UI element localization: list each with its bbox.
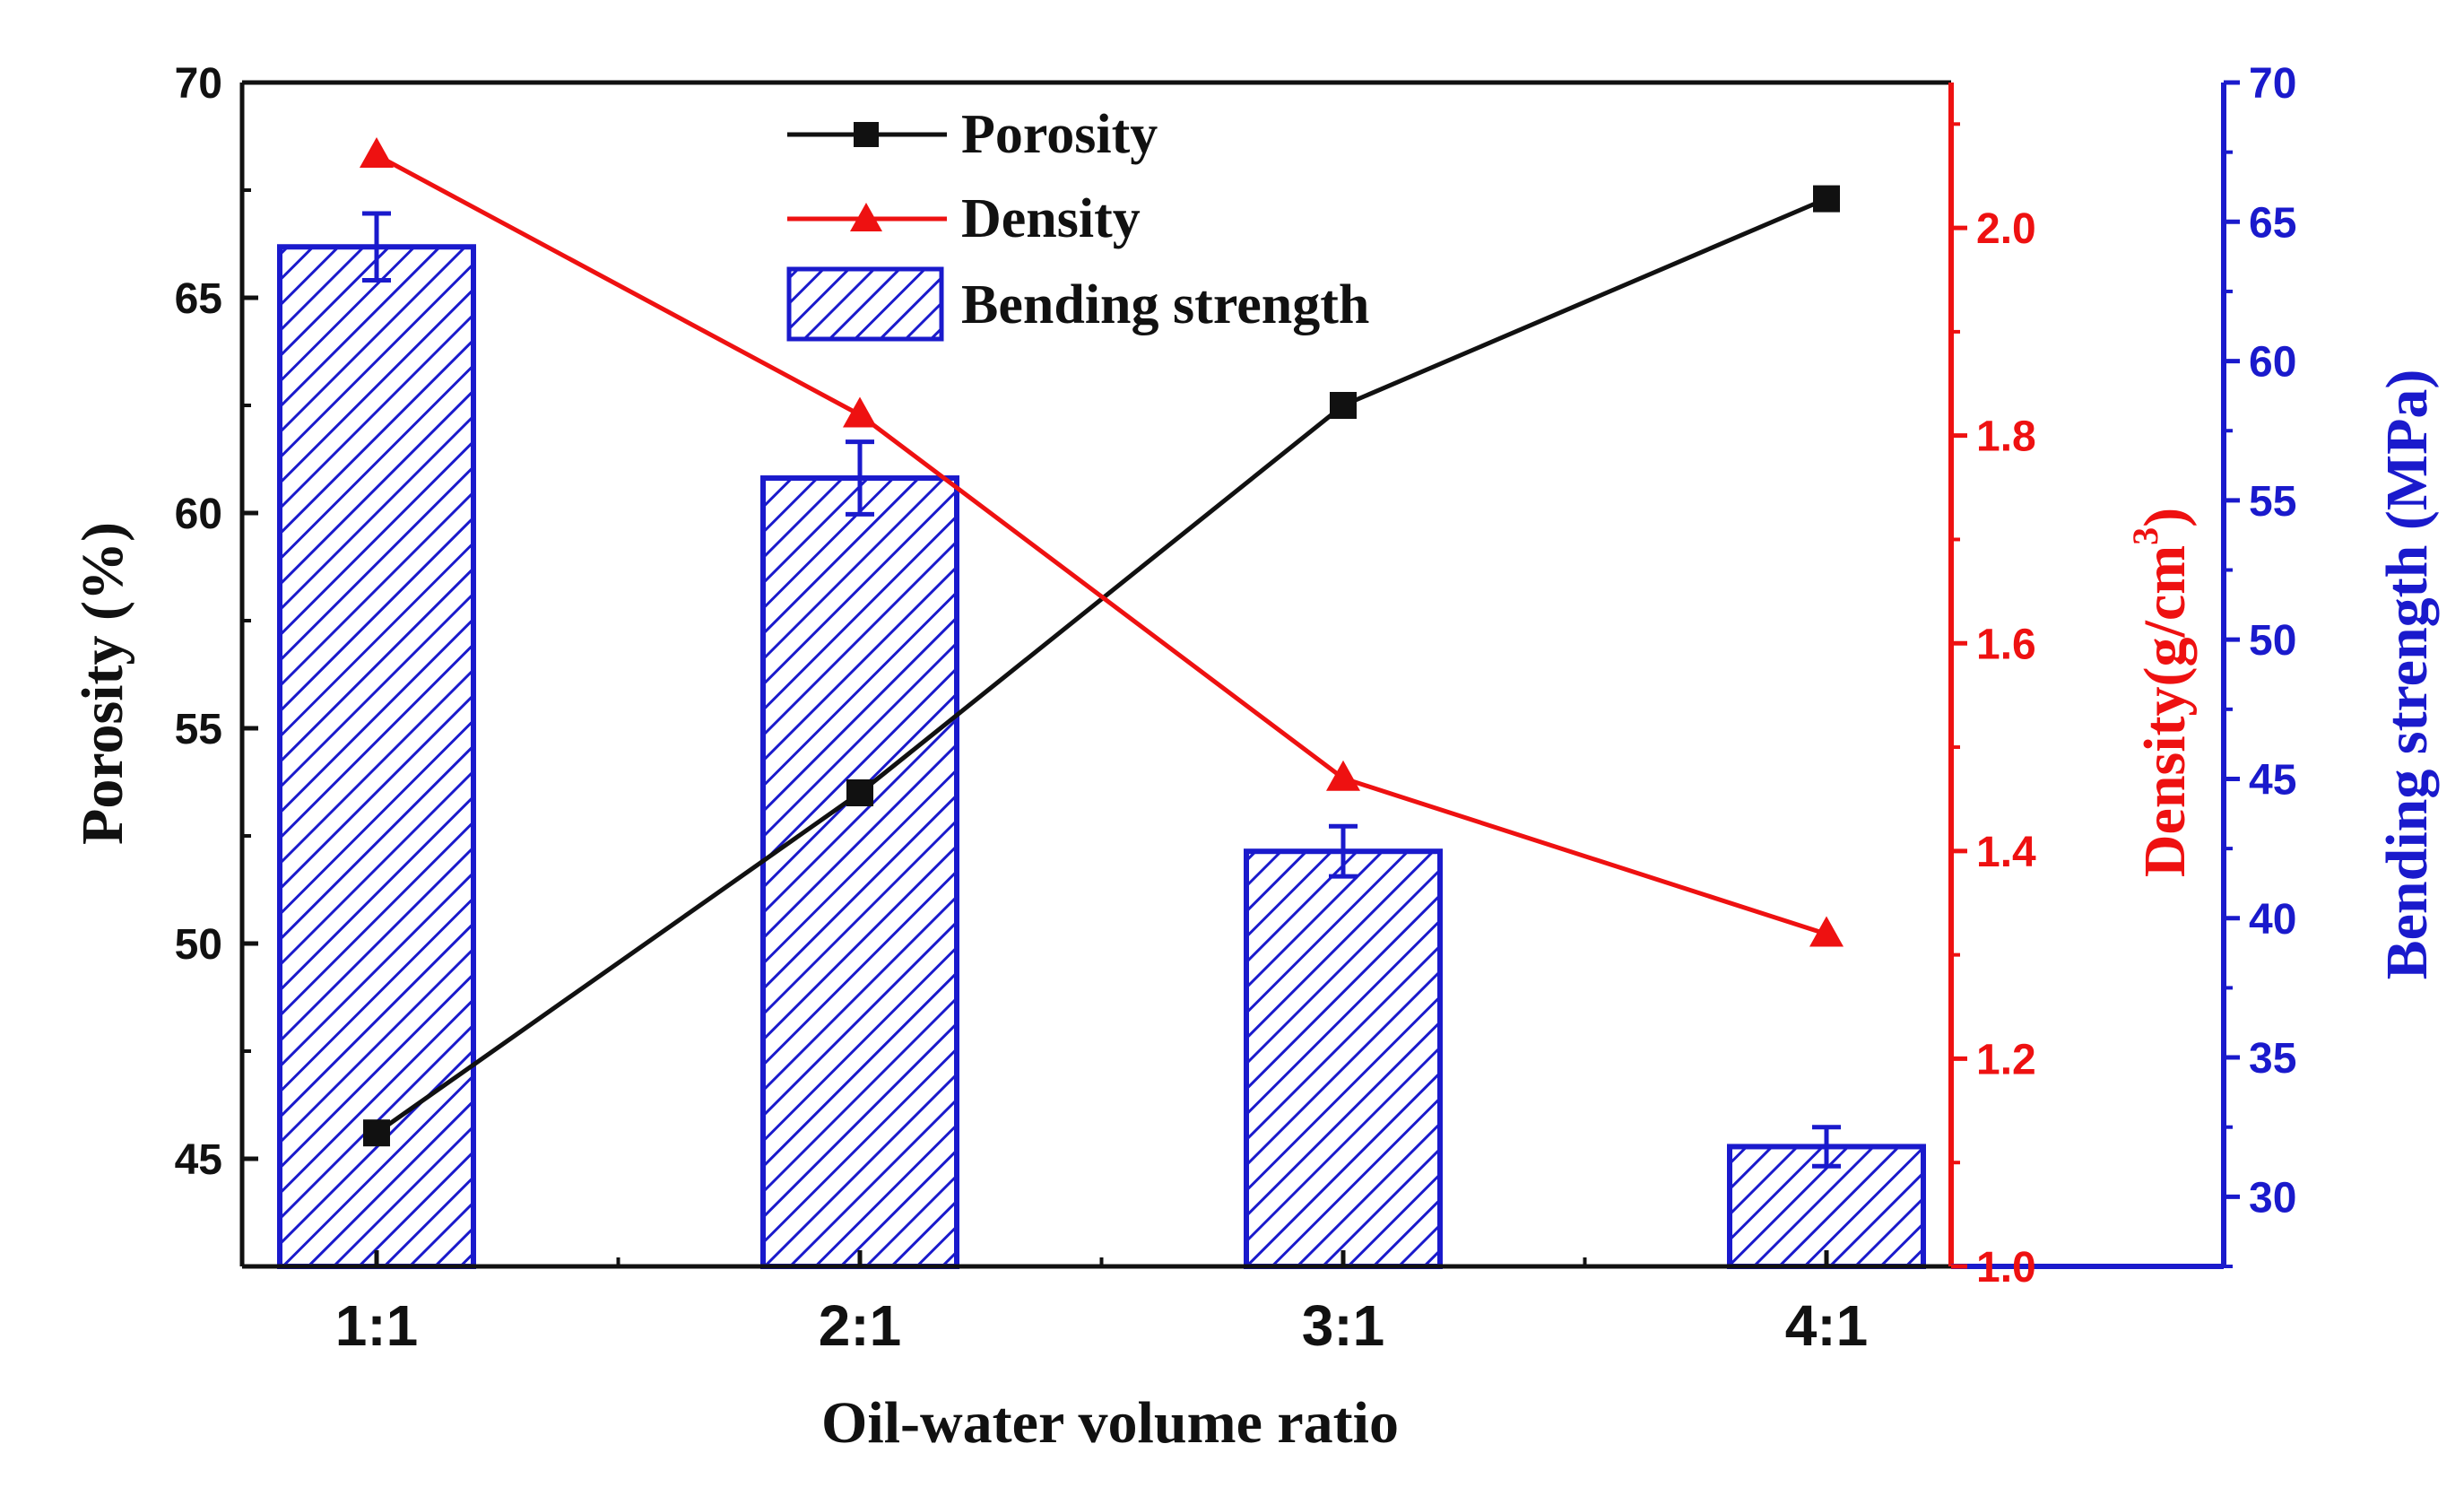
density-axis-ticks: 1.0 1.2 1.4 1.6 1.8 2.0 bbox=[1951, 122, 2036, 1292]
porosity-tick-label: 45 bbox=[175, 1136, 222, 1184]
porosity-tick-label: 65 bbox=[175, 275, 222, 323]
density-axis-title-suffix: ) bbox=[2132, 508, 2198, 527]
density-tick-label: 1.0 bbox=[1976, 1244, 2036, 1292]
bending-bar bbox=[1244, 848, 1443, 1269]
porosity-axis-title: Porosity (%) bbox=[70, 522, 135, 845]
x-tick-label: 3:1 bbox=[1302, 1293, 1385, 1358]
legend-density-label: Density bbox=[961, 188, 1141, 249]
density-tick-label: 1.6 bbox=[1976, 621, 2036, 668]
density-tick-label: 1.4 bbox=[1976, 829, 2036, 876]
markers-layer bbox=[360, 137, 1844, 1147]
bending-tick-label: 35 bbox=[2249, 1035, 2296, 1083]
porosity-point bbox=[363, 1119, 390, 1147]
bending-bar bbox=[760, 475, 959, 1269]
x-tick-label: 1:1 bbox=[335, 1293, 419, 1358]
bending-tick-label: 55 bbox=[2249, 478, 2296, 526]
x-tick-label: 4:1 bbox=[1785, 1293, 1869, 1358]
density-axis-title-main: Density(g/cm bbox=[2132, 545, 2198, 877]
density-axis-title: Density(g/cm3) bbox=[2125, 508, 2198, 877]
bending-tick-label: 50 bbox=[2249, 617, 2296, 665]
density-point bbox=[843, 396, 877, 428]
density-line bbox=[375, 152, 1827, 936]
density-point bbox=[1326, 760, 1360, 791]
bending-tick-label: 65 bbox=[2249, 199, 2296, 247]
x-tick-label: 2:1 bbox=[819, 1293, 902, 1358]
bending-bar bbox=[277, 244, 476, 1269]
porosity-line bbox=[375, 196, 1827, 1135]
legend-bending-label: Bending strength bbox=[961, 274, 1369, 335]
bending-axis-title: Bending strength (MPa) bbox=[2374, 370, 2440, 980]
porosity-point bbox=[1330, 392, 1357, 419]
legend-bending-swatch bbox=[786, 266, 944, 342]
lines-layer bbox=[375, 152, 1827, 1135]
bending-tick-label: 40 bbox=[2249, 896, 2296, 944]
bending-tick-label: 70 bbox=[2249, 60, 2296, 108]
density-tick-label: 1.8 bbox=[1976, 413, 2036, 461]
bending-tick-label: 45 bbox=[2249, 756, 2296, 804]
density-point bbox=[1809, 916, 1844, 947]
x-axis-title: Oil-water volume ratio bbox=[821, 1390, 1399, 1456]
bending-tick-label: 60 bbox=[2249, 339, 2296, 387]
density-axis-title-superscript: 3 bbox=[2125, 527, 2165, 545]
density-tick-label: 2.0 bbox=[1976, 205, 2036, 253]
porosity-tick-label: 55 bbox=[175, 706, 222, 753]
bending-axis-ticks: 30 35 40 45 50 55 60 65 70 bbox=[2224, 60, 2296, 1268]
density-tick-label: 1.2 bbox=[1976, 1036, 2036, 1083]
legend: Porosity Density Bending strength bbox=[786, 104, 1369, 342]
porosity-axis-ticks: 45 50 55 60 65 70 bbox=[175, 60, 258, 1268]
legend-density-marker bbox=[850, 203, 882, 231]
bending-tick-label: 30 bbox=[2249, 1174, 2296, 1222]
porosity-point bbox=[846, 779, 873, 806]
x-axis-ticks: 1:1 2:1 3:1 4:1 bbox=[335, 1250, 1869, 1358]
legend-porosity-marker bbox=[854, 122, 879, 147]
error-bars-layer bbox=[362, 211, 1841, 1169]
bars-layer bbox=[277, 244, 1926, 1269]
legend-porosity-label: Porosity bbox=[961, 104, 1158, 165]
porosity-point bbox=[1813, 185, 1840, 213]
porosity-tick-label: 60 bbox=[175, 491, 222, 538]
porosity-tick-label: 70 bbox=[175, 60, 222, 108]
porosity-tick-label: 50 bbox=[175, 921, 222, 969]
density-point bbox=[360, 137, 394, 169]
